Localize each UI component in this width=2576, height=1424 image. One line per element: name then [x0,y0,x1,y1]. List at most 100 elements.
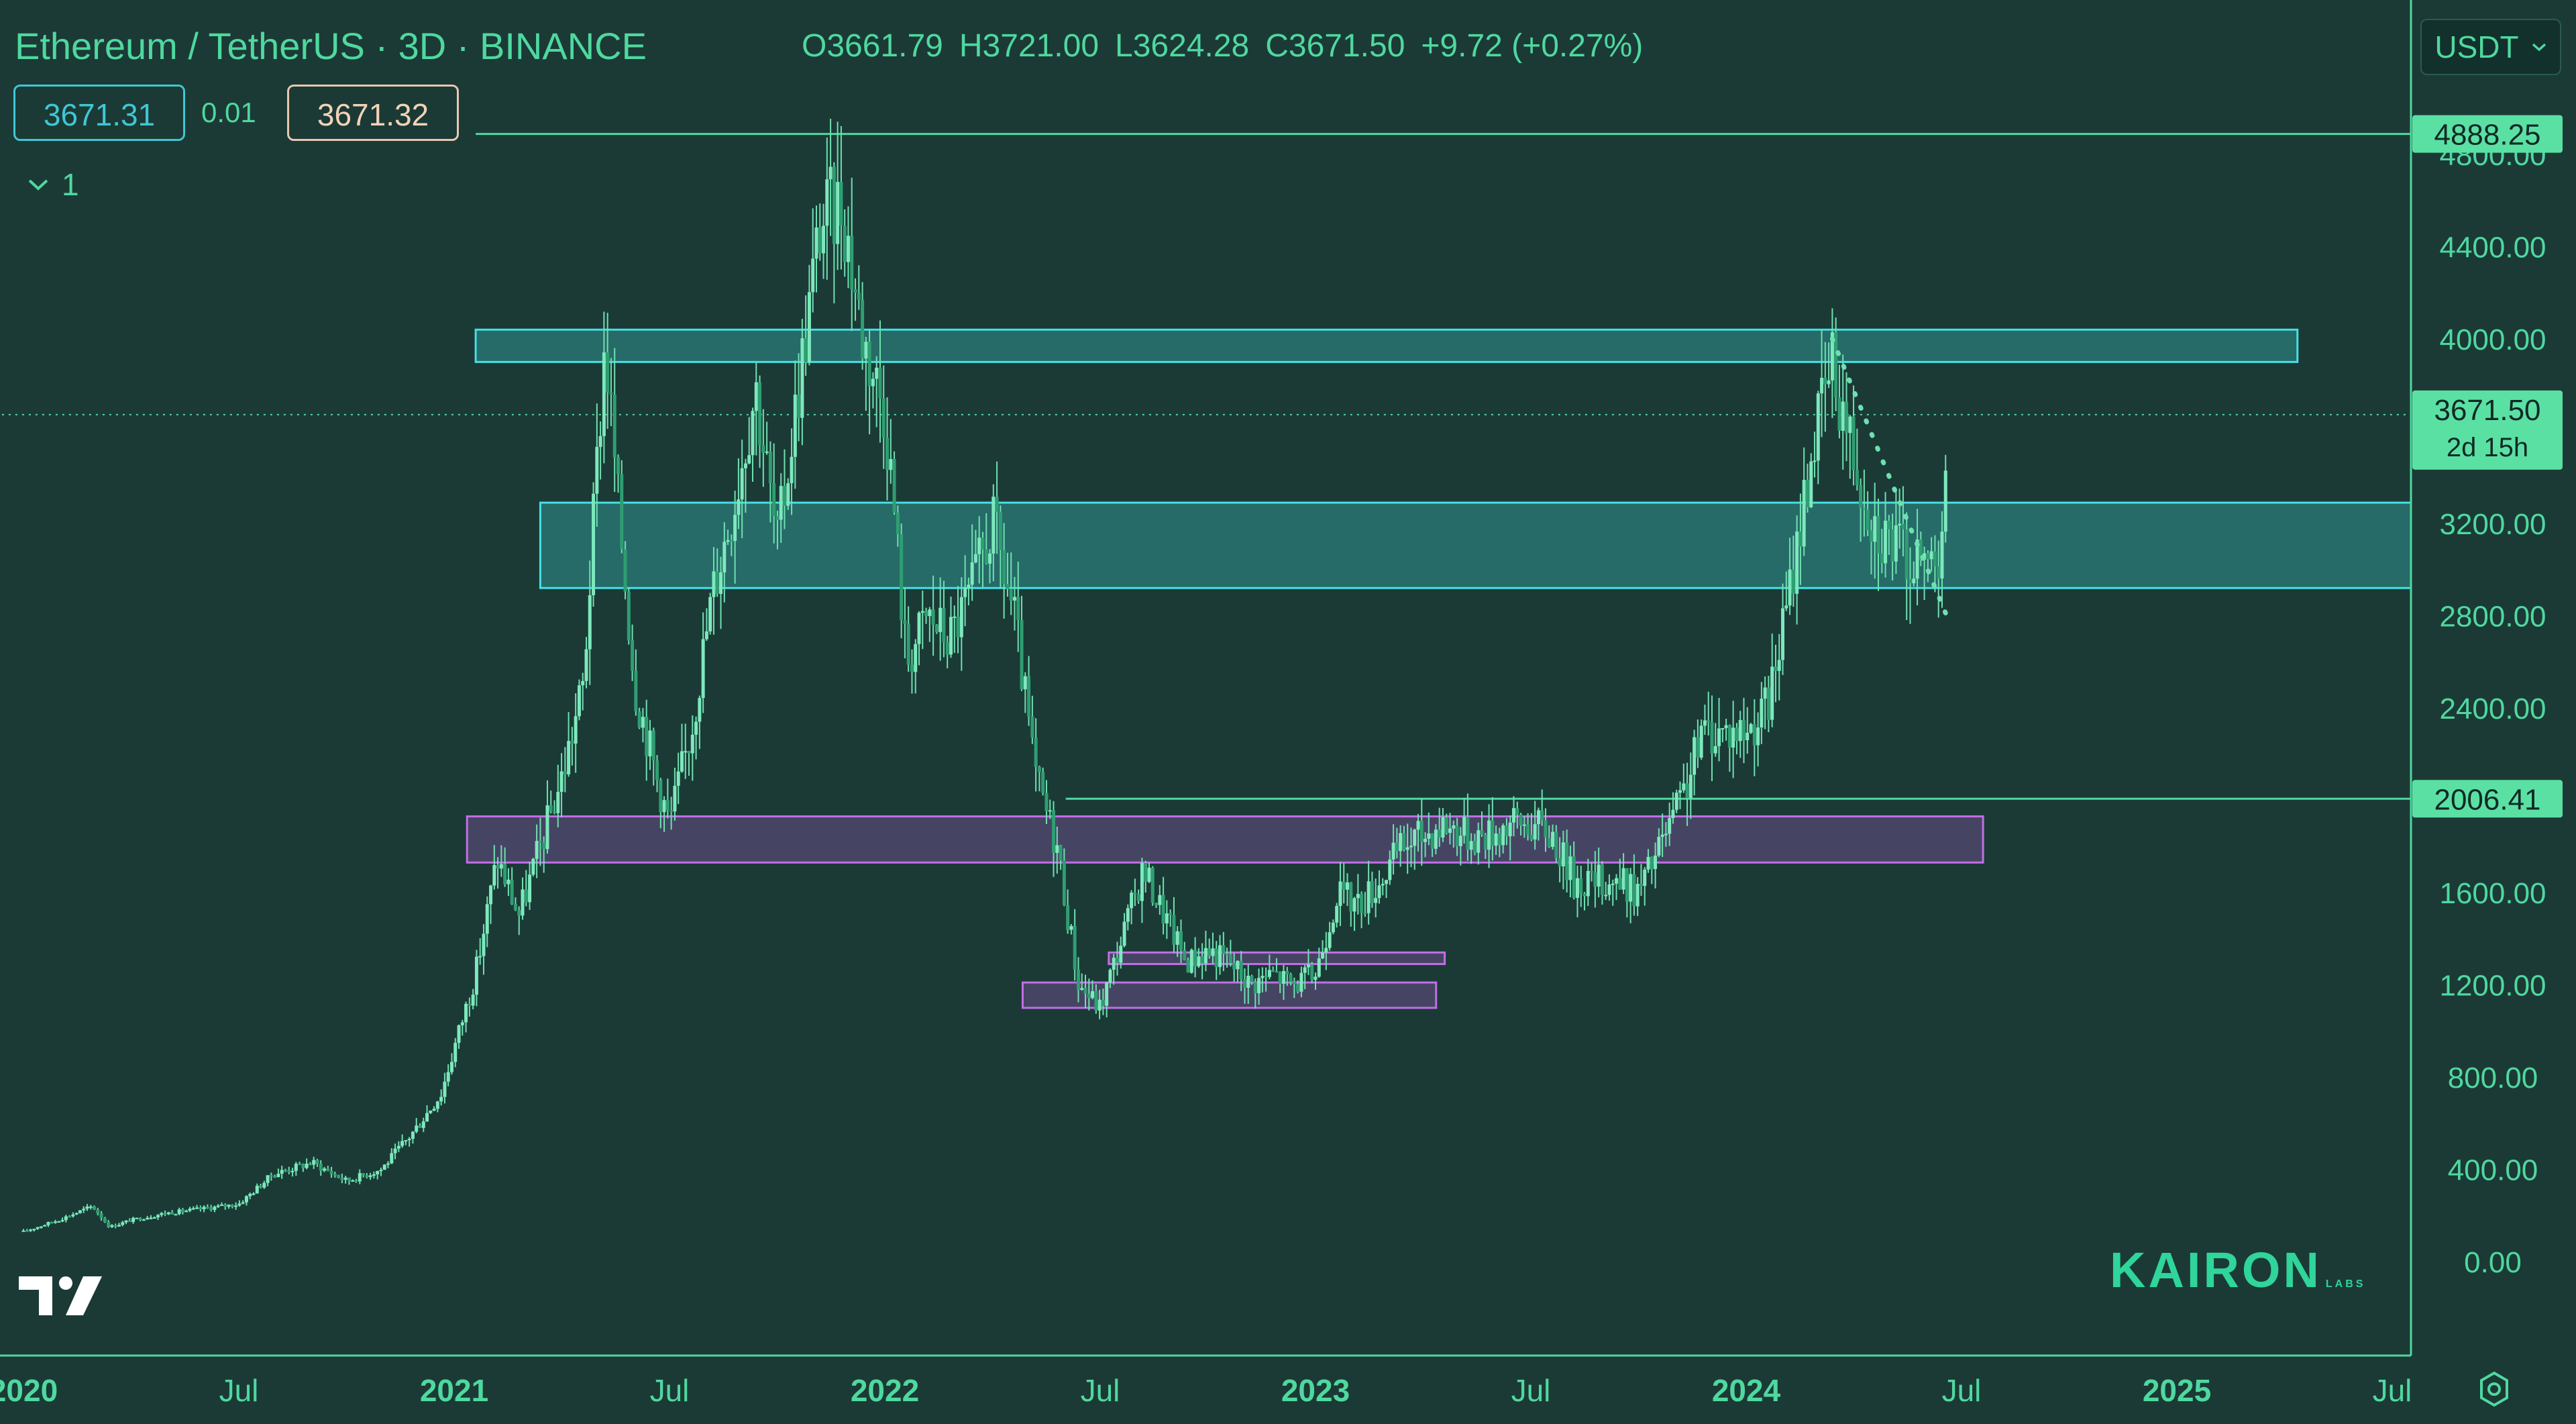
candle-body-321 [1158,895,1162,905]
sell-button[interactable]: 3671.31 [13,85,185,141]
candle-body-452 [1621,868,1625,890]
candle-body-247 [896,512,900,535]
candle-body-250 [906,623,910,665]
candle-body-343 [1236,960,1240,970]
candle-body-57 [223,1205,227,1207]
candle-body-130 [482,933,486,956]
candle-body-457 [1639,884,1643,886]
candle-body-534 [1912,578,1916,584]
currency-select[interactable]: USDT [2420,19,2561,75]
time-axis[interactable]: 2020 Jul 2021 Jul 2022 Jul 2023 Jul 2024 Jul 2025 J… [0,1373,2412,1408]
candle-body-394 [1416,821,1420,830]
candle-body-26 [113,1225,117,1227]
candle-body-213 [775,516,780,520]
candle-body-521 [1866,509,1870,531]
candle-body-193 [704,631,708,640]
candle-body-246 [892,459,896,513]
buy-button[interactable]: 3671.32 [287,85,459,141]
candle-body-53 [209,1207,213,1211]
trendline [1829,336,1951,623]
candle-body-238 [864,342,868,359]
ohlc-change: +9.72 (+0.27%) [1421,28,1644,64]
candle-body-387 [1391,842,1395,860]
candle-body-527 [1887,520,1891,529]
candle-body-87 [329,1170,333,1174]
candle-body-142 [524,889,528,903]
candle-body-73 [280,1170,284,1174]
candle-body-236 [857,293,861,300]
price-axis[interactable]: 0.00 400.00 800.00 1200.00 1600.00 2400.00 280… [2439,139,2546,1279]
candle-body-334 [1203,948,1208,964]
candle-body-202 [737,499,741,515]
candle-body-338 [1218,945,1222,968]
tradingview-logo[interactable] [19,1274,103,1318]
candle-body-162 [595,447,599,494]
y-tick-label-9: 4400.00 [2439,232,2546,264]
candle-body-522 [1869,530,1873,542]
candle-body-33 [138,1217,142,1221]
candle-body-380 [1366,881,1371,913]
candle-body-8 [50,1222,54,1224]
candle-body-376 [1352,898,1356,912]
candle-body-388 [1395,842,1399,852]
candle-body-43 [174,1214,178,1216]
candle-body-353 [1271,970,1275,972]
candle-body-125 [464,1003,468,1023]
candle-body-104 [390,1153,394,1164]
candle-body-401 [1441,817,1445,838]
candle-body-282 [1020,619,1024,690]
candle-body-275 [995,497,999,512]
candle-body-134 [496,865,500,869]
candle-body-248 [900,534,904,621]
candle-body-410 [1472,841,1477,853]
candle-body-255 [924,611,928,617]
candle-body-196 [715,571,719,594]
candle-body-268 [970,562,974,585]
candle-body-523 [1873,516,1877,542]
symbol-title-text: Ethereum / TetherUS · 3D · BINANCE [15,24,647,67]
candle-body-450 [1615,878,1619,884]
candle-body-207 [754,382,758,411]
candle-body-231 [839,182,843,226]
candle-body-138 [510,879,514,905]
candle-body-324 [1169,913,1173,915]
candle-body-158 [581,680,585,686]
candle-body-293 [1059,845,1063,860]
candle-body-98 [368,1175,372,1178]
candle-body-420 [1508,822,1512,837]
y-tick-label-8: 4000.00 [2439,323,2546,356]
candle-body-48 [191,1208,195,1210]
candle-body-58 [227,1205,231,1207]
candle-body-541 [1937,566,1941,579]
indicators-toggle[interactable]: 1 [27,161,79,208]
candle-body-99 [372,1174,376,1176]
candle-body-518 [1855,470,1859,486]
candle-body-347 [1250,976,1254,982]
candle-body-446 [1600,864,1604,895]
candle-body-520 [1862,508,1866,510]
candle-body-252 [914,644,918,672]
candle-body-186 [680,751,684,772]
candle-body-489 [1752,724,1756,746]
y-tick-label-2: 800.00 [2448,1062,2538,1095]
candle-body-362 [1303,967,1307,973]
candle-body-156 [574,716,578,744]
candle-body-371 [1335,905,1339,923]
settings-gear-icon[interactable] [2474,1369,2514,1409]
symbol-title[interactable]: Ethereum / TetherUS · 3D · BINANCE [15,19,647,72]
trendline-layer [1829,336,1951,623]
x-tick-label-7: Jul [1511,1373,1551,1408]
candle-body-174 [637,711,641,728]
candle-body-443 [1590,870,1594,873]
candle-body-189 [690,734,694,754]
candle-body-254 [920,611,924,613]
candle-body-205 [747,455,751,464]
candle-body-159 [584,649,588,681]
candle-body-433 [1554,831,1558,858]
candle-body-121 [449,1062,453,1072]
candle-body-466 [1671,809,1675,818]
candle-body-181 [662,800,666,813]
candle-body-422 [1515,808,1519,815]
candle-body-442 [1586,870,1590,897]
